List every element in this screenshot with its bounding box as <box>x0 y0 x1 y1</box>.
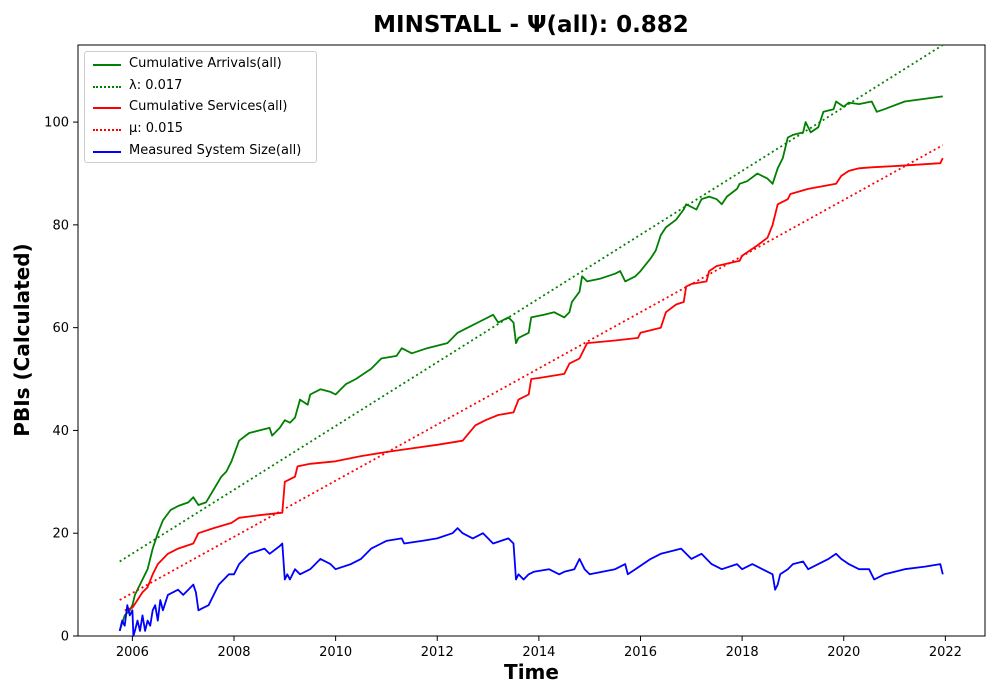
legend-item-arrivals: Cumulative Arrivals(all) <box>85 54 318 74</box>
x-axis-label: Time <box>504 660 559 684</box>
x-tick-label: 2018 <box>726 645 759 660</box>
x-tick-label: 2014 <box>522 645 555 660</box>
x-tick-label: 2006 <box>116 645 149 660</box>
series-layer <box>118 44 944 637</box>
y-tick-label: 20 <box>52 527 69 542</box>
legend-swatch-lambda <box>93 86 121 88</box>
x-tick-label: 2008 <box>217 645 250 660</box>
series-line-3 <box>119 144 944 601</box>
y-tick-label: 80 <box>52 218 69 233</box>
x-tick-label: 2022 <box>929 645 962 660</box>
legend: Cumulative Arrivals(all) λ: 0.017 Cumula… <box>84 51 317 163</box>
series-line-1 <box>119 44 944 563</box>
x-tick-label: 2020 <box>827 645 860 660</box>
x-tick-label: 2016 <box>624 645 657 660</box>
legend-item-mu: μ: 0.015 <box>85 119 318 139</box>
series-line-0 <box>118 95 943 632</box>
series-line-4 <box>118 527 944 637</box>
legend-item-services: Cumulative Services(all) <box>85 97 318 117</box>
series-line-2 <box>124 157 944 612</box>
legend-swatch-system-size <box>93 151 121 153</box>
y-tick-label: 40 <box>52 424 69 439</box>
x-axis-ticks: 2006 2008 2010 2012 2014 2016 2018 2020 2022 <box>116 636 962 660</box>
legend-swatch-services <box>93 107 121 109</box>
y-tick-label: 60 <box>52 321 69 336</box>
y-tick-label: 100 <box>44 116 69 131</box>
legend-swatch-arrivals <box>93 64 121 66</box>
x-tick-label: 2012 <box>421 645 454 660</box>
x-tick-label: 2010 <box>319 645 352 660</box>
legend-label-arrivals: Cumulative Arrivals(all) <box>129 56 282 71</box>
legend-label-lambda: λ: 0.017 <box>129 78 183 93</box>
y-axis-ticks: 0 20 40 60 80 100 <box>44 116 78 645</box>
y-axis-label: PBIs (Calculated) <box>10 243 34 437</box>
legend-item-system-size: Measured System Size(all) <box>85 141 318 161</box>
legend-swatch-mu <box>93 129 121 131</box>
legend-label-services: Cumulative Services(all) <box>129 99 288 114</box>
legend-label-system-size: Measured System Size(all) <box>129 143 302 158</box>
y-tick-label: 0 <box>61 630 69 645</box>
legend-label-mu: μ: 0.015 <box>129 121 183 136</box>
legend-item-lambda: λ: 0.017 <box>85 76 318 96</box>
chart-title: MINSTALL - Ψ(all): 0.882 <box>373 12 689 38</box>
